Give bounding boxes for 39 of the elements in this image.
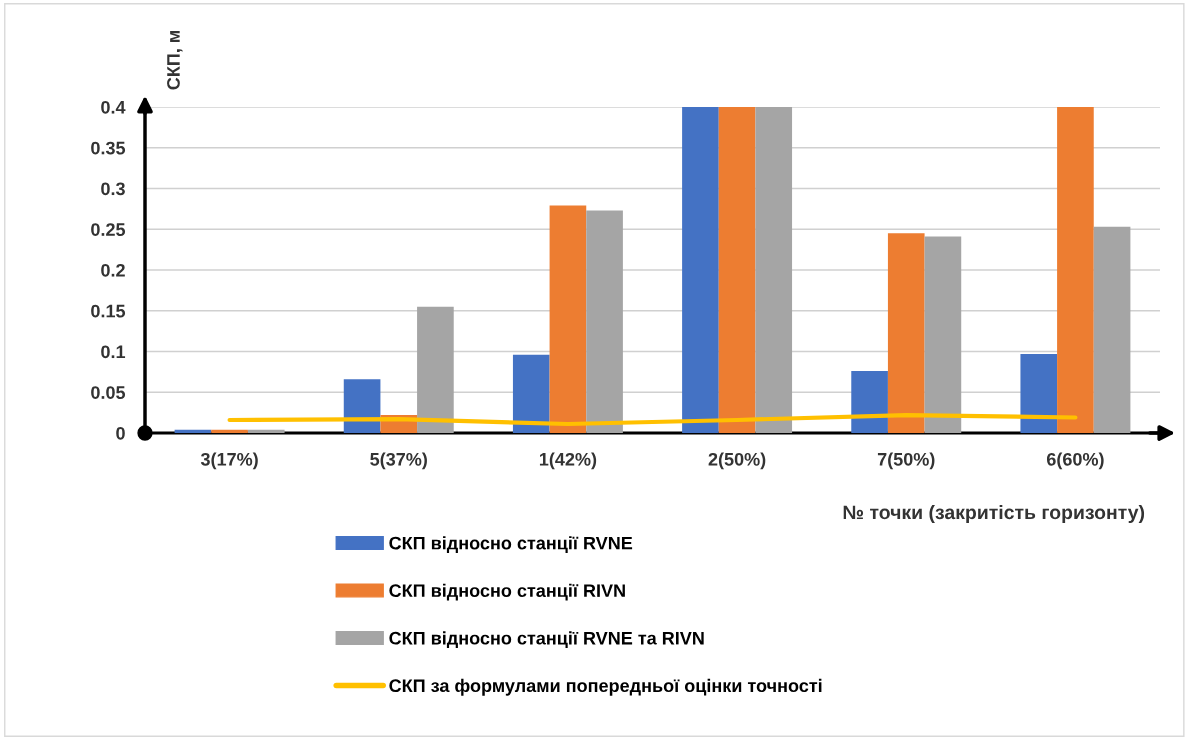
y-tick-label: 0.3	[101, 182, 125, 196]
bar	[682, 107, 719, 433]
bar	[417, 306, 454, 433]
bar	[211, 429, 248, 433]
x-tick-label: 1(42%)	[539, 452, 597, 470]
x-tick-label: 2(50%)	[708, 452, 766, 470]
line-series	[227, 412, 1078, 427]
bar	[718, 107, 756, 433]
y-tick-label: 0	[116, 426, 125, 440]
legend-label: СКП відносно станції RIVN	[389, 583, 625, 601]
bar	[755, 107, 793, 433]
y-tick-label: 0.35	[91, 141, 126, 155]
bar	[1020, 353, 1058, 433]
y-tick-label: 0.15	[91, 304, 126, 318]
x-tick-label: 5(37%)	[370, 452, 427, 470]
bar	[924, 236, 962, 433]
bar	[851, 371, 888, 433]
bar	[343, 379, 381, 433]
x-tick-label: 7(50%)	[877, 452, 935, 470]
bar	[549, 205, 587, 433]
bar	[174, 429, 212, 433]
legend-label: СКП відносно станції RVNE та RIVN	[389, 631, 704, 648]
y-tick-label: 0.2	[101, 263, 125, 277]
bar	[1057, 107, 1094, 433]
y-tick-label: 0.25	[91, 223, 126, 236]
y-tick-label: 0.1	[101, 345, 126, 359]
bar	[512, 354, 550, 433]
legend-label: СКП за формулами попередньої оцінки точності	[389, 678, 822, 696]
y-tick-label: 0.4	[101, 100, 126, 114]
x-tick-label: 6(60%)	[1046, 452, 1104, 470]
x-axis-title: № точки (закритість горизонту)	[843, 504, 1145, 524]
bar	[586, 210, 623, 433]
bar	[1093, 226, 1131, 433]
y-tick-label: 0.05	[91, 386, 126, 399]
y-axis-title: СКП, м	[167, 31, 183, 90]
bar	[887, 233, 925, 433]
x-tick-label: 3(17%)	[200, 452, 258, 470]
legend-label: СКП відносно станції RVNE	[389, 536, 633, 553]
bar	[247, 429, 285, 433]
